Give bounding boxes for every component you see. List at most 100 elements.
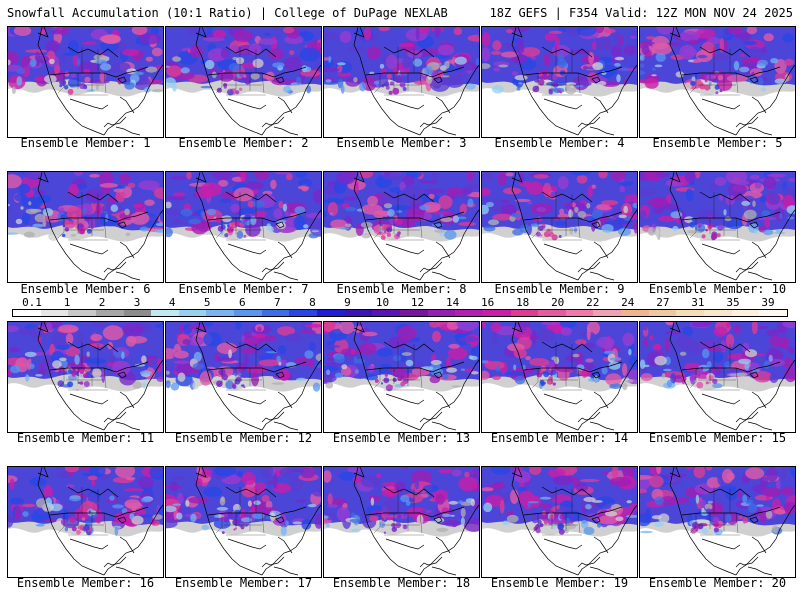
ensemble-member-map	[165, 26, 322, 138]
scale-swatch	[648, 310, 677, 316]
ensemble-member-label: Ensemble Member: 14	[490, 431, 629, 445]
snowfall-map-image	[8, 322, 163, 431]
ensemble-member-label: Ensemble Member: 3	[336, 136, 467, 150]
snowfall-map-image	[166, 172, 321, 281]
ensemble-member-map	[639, 171, 796, 283]
ensemble-member-map	[639, 321, 796, 433]
ensemble-member-label: Ensemble Member: 10	[648, 282, 787, 296]
ensemble-member-map	[323, 26, 480, 138]
scale-tick-label: 31	[691, 296, 705, 309]
scale-labels: 0.1 1 2 3 4 5 6 7 8 9 10 12 14 16 18 20 22 24 27 31 35 39	[12, 297, 788, 309]
scale-swatch	[759, 310, 787, 316]
ensemble-member-map	[323, 466, 480, 578]
ensemble-member-map	[7, 321, 164, 433]
snowfall-map-image	[324, 27, 479, 136]
scale-tick-label: 2	[98, 296, 106, 309]
ensemble-member-map	[481, 321, 638, 433]
ensemble-member-label: Ensemble Member: 7	[178, 282, 309, 296]
ensemble-member-label: Ensemble Member: 19	[490, 576, 629, 590]
scale-swatch	[455, 310, 483, 316]
snowfall-map-image	[482, 322, 637, 431]
snowfall-map-image	[640, 27, 795, 136]
scale-swatch	[538, 310, 566, 316]
scale-swatch	[261, 310, 290, 316]
scale-tick-label: 3	[133, 296, 141, 309]
scale-tick-label: 16	[480, 296, 495, 309]
ensemble-member-label: Ensemble Member: 12	[174, 431, 313, 445]
ensemble-member-map	[7, 26, 164, 138]
ensemble-member-map	[639, 26, 796, 138]
snowfall-map-image	[8, 172, 163, 281]
ensemble-member-label: Ensemble Member: 18	[332, 576, 471, 590]
scale-tick-label: 1	[63, 296, 71, 309]
scale-tick-label: 8	[309, 296, 316, 309]
scale-swatch	[13, 310, 41, 316]
scale-tick-label: 10	[375, 296, 390, 309]
ensemble-member-map	[481, 466, 638, 578]
scale-tick-label: 18	[516, 296, 530, 309]
scale-bar	[12, 309, 788, 317]
scale-tick-label: 7	[273, 296, 281, 309]
scale-tick-label: 12	[410, 296, 425, 309]
ensemble-member-label: Ensemble Member: 8	[336, 282, 467, 296]
scale-swatch	[95, 310, 124, 316]
scale-swatch	[206, 310, 235, 316]
scale-swatch	[68, 310, 96, 316]
scale-swatch	[151, 310, 179, 316]
snowfall-map-image	[640, 172, 795, 281]
ensemble-member-label: Ensemble Member: 17	[174, 576, 313, 590]
ensemble-member-label: Ensemble Member: 13	[332, 431, 471, 445]
ensemble-member-map	[481, 26, 638, 138]
header: Snowfall Accumulation (10:1 Ratio) | Col…	[0, 0, 800, 24]
ensemble-member-label: Ensemble Member: 15	[648, 431, 787, 445]
scale-swatch	[676, 310, 705, 316]
scale-tick-label: 24	[621, 296, 635, 309]
ensemble-member-label: Ensemble Member: 9	[494, 282, 625, 296]
ensemble-member-label: Ensemble Member: 2	[178, 136, 309, 150]
snowfall-map-image	[482, 467, 637, 576]
scale-swatch	[40, 310, 69, 316]
scale-tick-label: 6	[238, 296, 246, 309]
scale-swatch	[289, 310, 318, 316]
ensemble-member-map	[639, 466, 796, 578]
ensemble-member-label: Ensemble Member: 6	[20, 282, 151, 296]
scale-tick-label: 9	[344, 296, 351, 309]
snowfall-map-image	[8, 467, 163, 576]
snowfall-map-image	[482, 27, 637, 136]
snowfall-map-image	[8, 27, 163, 136]
scale-tick-label: 22	[586, 296, 600, 309]
scale-tick-label: 14	[445, 296, 460, 309]
scale-swatch	[344, 310, 373, 316]
scale-swatch	[482, 310, 511, 316]
scale-tick-label: 20	[551, 296, 565, 309]
ensemble-member-map	[481, 171, 638, 283]
snowfall-map-image	[324, 322, 479, 431]
snowfall-map-image	[640, 467, 795, 576]
ensemble-member-map	[165, 466, 322, 578]
ensemble-member-label: Ensemble Member: 5	[652, 136, 783, 150]
scale-swatch	[317, 310, 345, 316]
ensemble-member-map	[165, 171, 322, 283]
scale-swatch	[510, 310, 539, 316]
scale-tick-label: 27	[656, 296, 670, 309]
scale-swatch	[372, 310, 400, 316]
snowfall-map-image	[640, 322, 795, 431]
ensemble-member-map	[323, 321, 480, 433]
ensemble-member-label: Ensemble Member: 11	[16, 431, 155, 445]
color-scale: 0.1 1 2 3 4 5 6 7 8 9 10 12 14 16 18 20 22 24 27 31 35 39	[12, 297, 788, 319]
scale-swatch	[593, 310, 622, 316]
run-valid-time: 18Z GEFS | F354 Valid: 12Z MON NOV 24 20…	[489, 6, 793, 20]
snowfall-map-image	[324, 467, 479, 576]
product-title: Snowfall Accumulation (10:1 Ratio) | Col…	[7, 6, 448, 20]
scale-tick-label: 4	[168, 296, 176, 309]
ensemble-member-map	[165, 321, 322, 433]
scale-swatch	[178, 310, 207, 316]
snowfall-map-image	[482, 172, 637, 281]
scale-tick-label: 5	[203, 296, 211, 309]
ensemble-member-label: Ensemble Member: 1	[20, 136, 151, 150]
ensemble-member-label: Ensemble Member: 20	[648, 576, 787, 590]
scale-swatch	[399, 310, 428, 316]
snowfall-map-image	[324, 172, 479, 281]
scale-tick-label: 0.1	[22, 296, 42, 309]
scale-swatch	[427, 310, 456, 316]
